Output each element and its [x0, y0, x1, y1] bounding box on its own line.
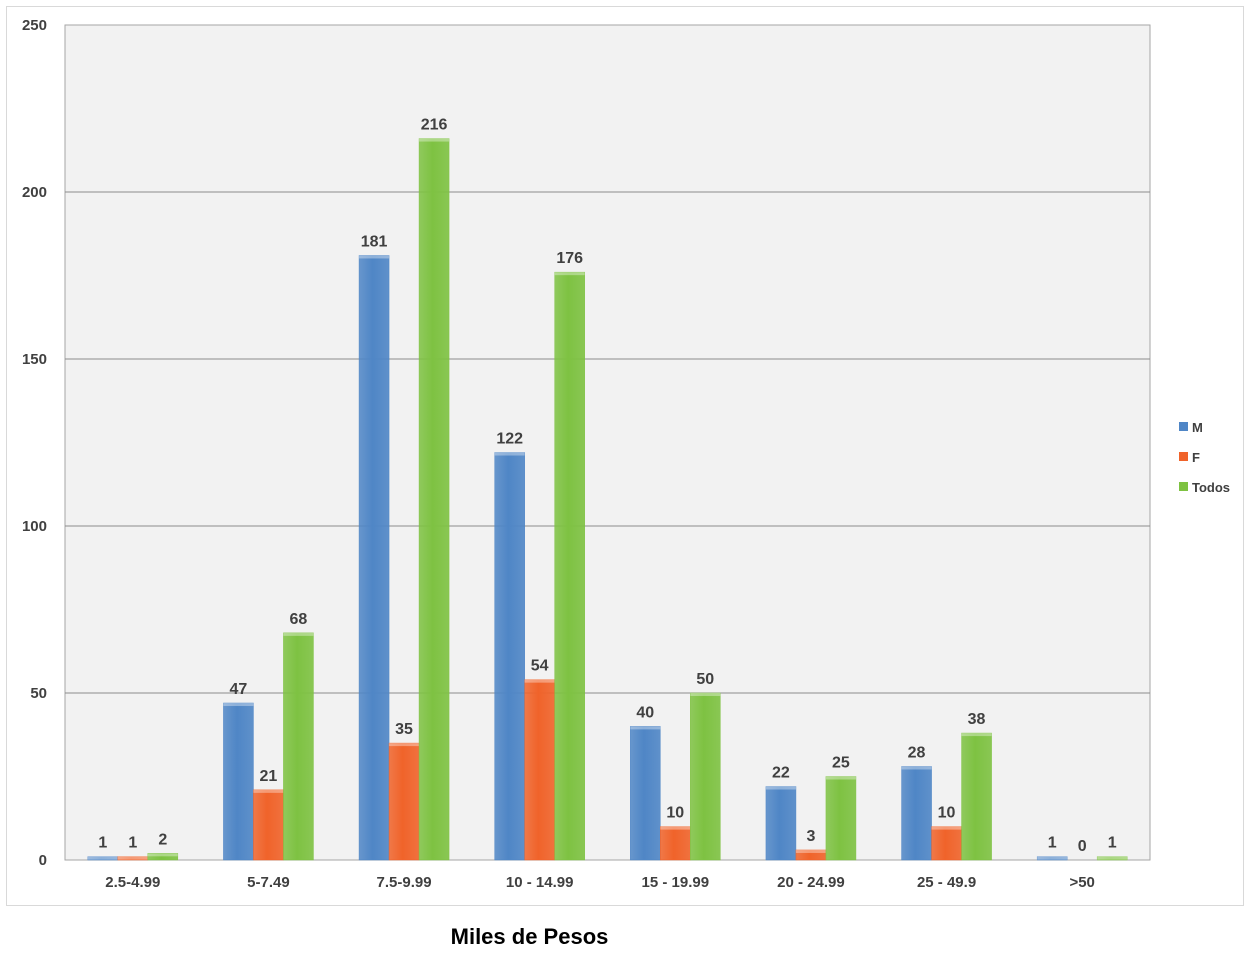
data-label: 22	[772, 765, 790, 782]
legend: MF Todos	[1179, 420, 1230, 495]
bar-m	[494, 452, 525, 861]
data-label: 40	[636, 704, 654, 721]
x-tick-label: 10 - 14.99	[506, 874, 574, 891]
bar-highlight	[494, 452, 525, 456]
bar-highlight	[961, 733, 992, 737]
legend-swatch-todos	[1179, 482, 1188, 491]
x-tick-label: 7.5-9.99	[377, 874, 432, 891]
data-label: 25	[832, 755, 850, 772]
bar-highlight	[147, 853, 178, 857]
data-label: 1	[1108, 835, 1117, 852]
bar-f	[253, 789, 284, 861]
data-label: 68	[290, 611, 308, 628]
bar-highlight	[825, 776, 856, 780]
bar-todos	[283, 632, 314, 861]
x-tick-label: 2.5-4.99	[105, 874, 160, 891]
gridlines	[65, 191, 1150, 694]
x-tick-label: 15 - 19.99	[642, 874, 710, 891]
bar-highlight	[389, 743, 420, 747]
x-tick-label: >50	[1069, 874, 1094, 891]
bar-highlight	[630, 726, 661, 730]
bar-highlight	[419, 138, 450, 142]
bar-highlight	[765, 786, 796, 790]
x-tick-label: 5-7.49	[247, 874, 290, 891]
bar-m	[901, 766, 932, 861]
bar-highlight	[223, 703, 254, 707]
data-label: 181	[361, 233, 388, 250]
data-labels: 1 1 24721681813521612254176401050223252810…	[98, 117, 1116, 855]
data-label: 28	[908, 744, 926, 761]
bar-highlight	[1037, 856, 1068, 860]
data-label: 122	[496, 431, 523, 448]
data-label: 10	[938, 805, 956, 822]
data-label: 1	[98, 835, 107, 852]
data-label: 3	[806, 828, 815, 845]
bar-todos	[147, 853, 179, 861]
data-label: 1	[1048, 835, 1057, 852]
bar-todos	[961, 732, 992, 861]
bar-highlight	[359, 255, 390, 259]
bars	[87, 138, 1128, 861]
bar-todos	[690, 692, 721, 861]
data-label: 0	[1078, 838, 1087, 855]
data-label: 1	[128, 835, 137, 852]
data-label: 216	[421, 117, 448, 134]
x-tick-label: 25 - 49.9	[917, 874, 976, 891]
legend-swatch-m	[1179, 422, 1188, 431]
x-axis-categories: 2.5-4.99 5-7.49 7.5-9.99 10 - 14.99 15 - 19.…	[105, 874, 1095, 891]
y-tick-label: 200	[22, 184, 47, 201]
bar-highlight	[795, 849, 826, 853]
bar-highlight	[660, 826, 691, 830]
data-label: 10	[666, 805, 684, 822]
bar-highlight	[117, 856, 148, 860]
y-tick-label: 0	[39, 852, 47, 869]
legend-swatch-f	[1179, 452, 1188, 461]
bar-highlight	[524, 679, 555, 683]
bar-m	[1036, 856, 1068, 861]
bar-highlight	[690, 693, 721, 696]
data-label: 176	[556, 250, 583, 267]
bar-m	[223, 702, 254, 861]
legend-label-m: M	[1192, 420, 1203, 435]
bar-f	[524, 679, 555, 861]
legend-label-todos: Todos	[1192, 480, 1230, 495]
bar-f	[388, 742, 420, 861]
bar-todos	[825, 776, 857, 861]
bar-f	[660, 826, 691, 861]
bar-highlight	[253, 789, 284, 793]
y-tick-label: 250	[22, 17, 47, 34]
data-label: 38	[968, 711, 986, 728]
data-label: 54	[531, 658, 549, 675]
bar-todos	[554, 271, 585, 861]
bar-highlight	[283, 632, 314, 636]
bar-m	[765, 786, 797, 861]
legend-label-f: F	[1192, 450, 1200, 465]
x-tick-label: 20 - 24.99	[777, 874, 845, 891]
bar-highlight	[1097, 856, 1128, 860]
bar-highlight	[901, 766, 932, 770]
bar-m	[630, 726, 661, 861]
bar-todos	[418, 138, 450, 861]
bar-todos	[1096, 856, 1128, 861]
data-label: 2	[158, 831, 167, 848]
bar-m	[358, 255, 390, 861]
bar-highlight	[931, 826, 962, 830]
bar-highlight	[554, 272, 585, 276]
x-axis-title: Miles de Pesos	[450, 924, 609, 949]
y-tick-label: 100	[22, 518, 47, 535]
data-label: 35	[395, 721, 413, 738]
bar-highlight	[87, 856, 118, 860]
data-label: 50	[696, 671, 714, 688]
y-tick-label: 50	[30, 685, 47, 702]
y-tick-label: 150	[22, 351, 47, 368]
bar-f	[931, 826, 962, 861]
data-label: 47	[230, 681, 248, 698]
y-axis-ticks: 0 50 100 150 200 250	[22, 17, 47, 869]
data-label: 21	[260, 768, 278, 785]
